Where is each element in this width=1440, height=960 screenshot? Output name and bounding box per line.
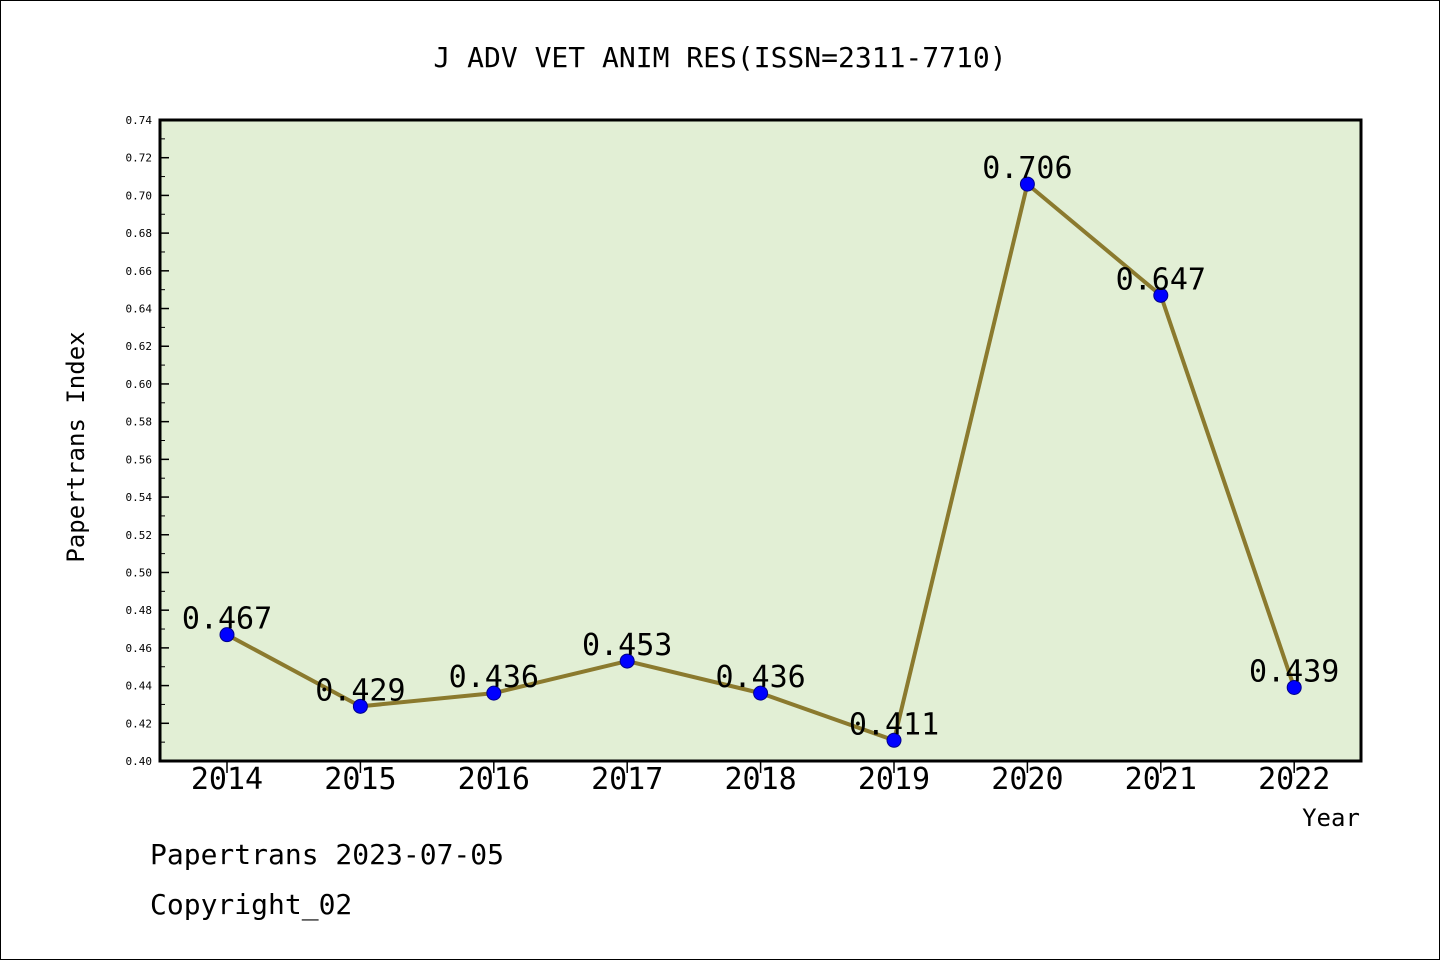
x-tick-label: 2015 [324,762,396,797]
marker-group [219,176,1302,748]
y-tick-label: 0.56 [126,453,153,466]
y-tick-label: 0.40 [126,755,153,768]
y-tick-label: 0.62 [126,340,153,353]
x-tick-label: 2017 [591,762,663,797]
x-tick-label: 2018 [724,762,796,797]
footer-date: Papertrans 2023-07-05 [150,838,504,871]
data-point [486,685,502,701]
data-point [753,685,769,701]
y-tick-label: 0.58 [126,416,153,429]
y-tick-label: 0.50 [126,566,153,579]
x-axis-label: Year [1302,804,1360,832]
data-label: 0.429 [315,673,405,708]
x-tick-label: 2016 [458,762,530,797]
y-tick-label: 0.42 [126,717,153,730]
data-label: 0.467 [182,602,272,637]
chart-title: J ADV VET ANIM RES(ISSN=2311-7710) [433,41,1006,74]
data-label: 0.439 [1249,654,1339,689]
x-tick-label: 2021 [1125,762,1197,797]
x-tick-label: 2020 [991,762,1063,797]
footer-copyright: Copyright_02 [150,888,352,922]
y-tick-label: 0.52 [126,529,153,542]
data-label: 0.411 [849,707,939,742]
data-label: 0.436 [449,660,539,695]
data-point [1286,679,1302,695]
y-tick-label: 0.72 [126,152,153,165]
y-tick-label: 0.74 [126,114,153,127]
y-axis-label: Papertrans Index [62,331,90,562]
data-point [1019,176,1035,192]
data-point [886,732,902,748]
data-label: 0.436 [715,660,805,695]
y-tick-label: 0.66 [126,265,153,278]
data-label: 0.647 [1116,262,1206,297]
data-label-group: 0.467 0.429 0.436 0.453 0.436 0.411 0.706 0.647… [182,151,1340,742]
data-point [352,698,368,714]
data-point [619,653,635,669]
y-tick-label: 0.70 [126,189,153,202]
y-tick-label: 0.44 [126,680,153,693]
y-tick-label: 0.68 [126,227,153,240]
data-label: 0.453 [582,628,672,663]
x-axis: 2014 2015 2016 2017 2018 2019 2020 2021 2022 [191,761,1330,797]
y-tick-label: 0.46 [126,642,153,655]
data-point [219,627,235,643]
y-tick-label: 0.48 [126,604,153,617]
x-tick-label: 2019 [858,762,930,797]
y-tick-label: 0.64 [126,303,153,316]
y-tick-label: 0.54 [126,491,153,504]
x-tick-label: 2022 [1258,762,1330,797]
data-label: 0.706 [982,151,1072,186]
y-tick-label: 0.60 [126,378,153,391]
y-axis: 0.40 0.42 0.44 0.46 0.48 0.50 0.52 0.54 0.56 0.58… [126,114,169,768]
plot-area [158,118,1363,763]
x-tick-label: 2014 [191,762,263,797]
data-point [1153,287,1169,303]
